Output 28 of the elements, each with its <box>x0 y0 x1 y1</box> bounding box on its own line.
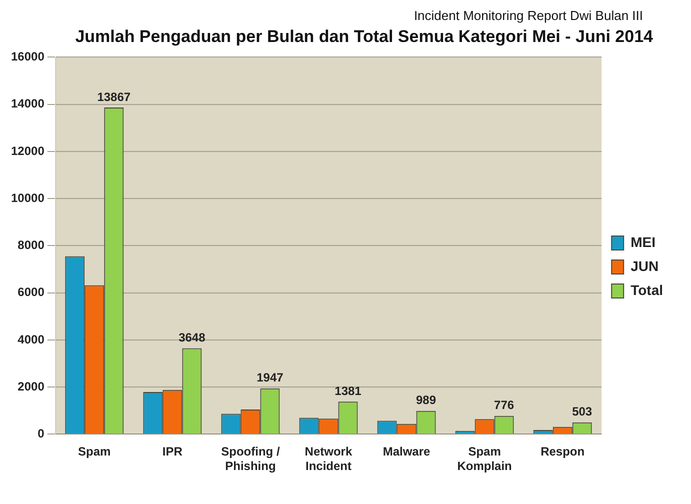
x-tick-label: Spam Komplain <box>457 444 512 474</box>
data-label: 503 <box>572 404 592 419</box>
y-tick-label: 6000 <box>18 285 45 300</box>
y-tick-label: 0 <box>38 426 45 441</box>
data-label: 776 <box>494 398 514 412</box>
y-tick-label: 8000 <box>18 238 45 252</box>
legend-label: MEI <box>630 234 656 250</box>
y-tick-label: 4000 <box>18 332 45 346</box>
data-label: 13867 <box>97 90 131 104</box>
chart-subtitle: Incident Monitoring Report Dwi Bulan III <box>412 8 644 23</box>
y-tick-label: 10000 <box>10 190 45 205</box>
data-label: 1381 <box>334 384 362 398</box>
y-tick-label: 12000 <box>10 144 45 158</box>
x-tick-label: Malware <box>382 444 431 459</box>
x-tick-label: Network Incident <box>304 444 352 474</box>
x-tick-label: Spam <box>78 444 111 459</box>
x-tick-label: Spoofing / Phishing <box>221 444 280 474</box>
data-label: 989 <box>416 393 436 408</box>
y-tick-label: 14000 <box>10 96 45 111</box>
x-tick-label: IPR <box>162 444 183 459</box>
legend-label: Total <box>630 282 664 298</box>
chart-title: Jumlah Pengaduan per Bulan dan Total Semua Kategori Mei - Juni 2014 <box>74 27 654 47</box>
data-label: 1947 <box>256 370 284 385</box>
y-tick-label: 16000 <box>10 50 45 64</box>
y-tick-label: 2000 <box>18 379 45 394</box>
data-label: 3648 <box>178 330 206 345</box>
legend-label: JUN <box>630 258 659 274</box>
x-tick-label: Respon <box>540 444 585 459</box>
